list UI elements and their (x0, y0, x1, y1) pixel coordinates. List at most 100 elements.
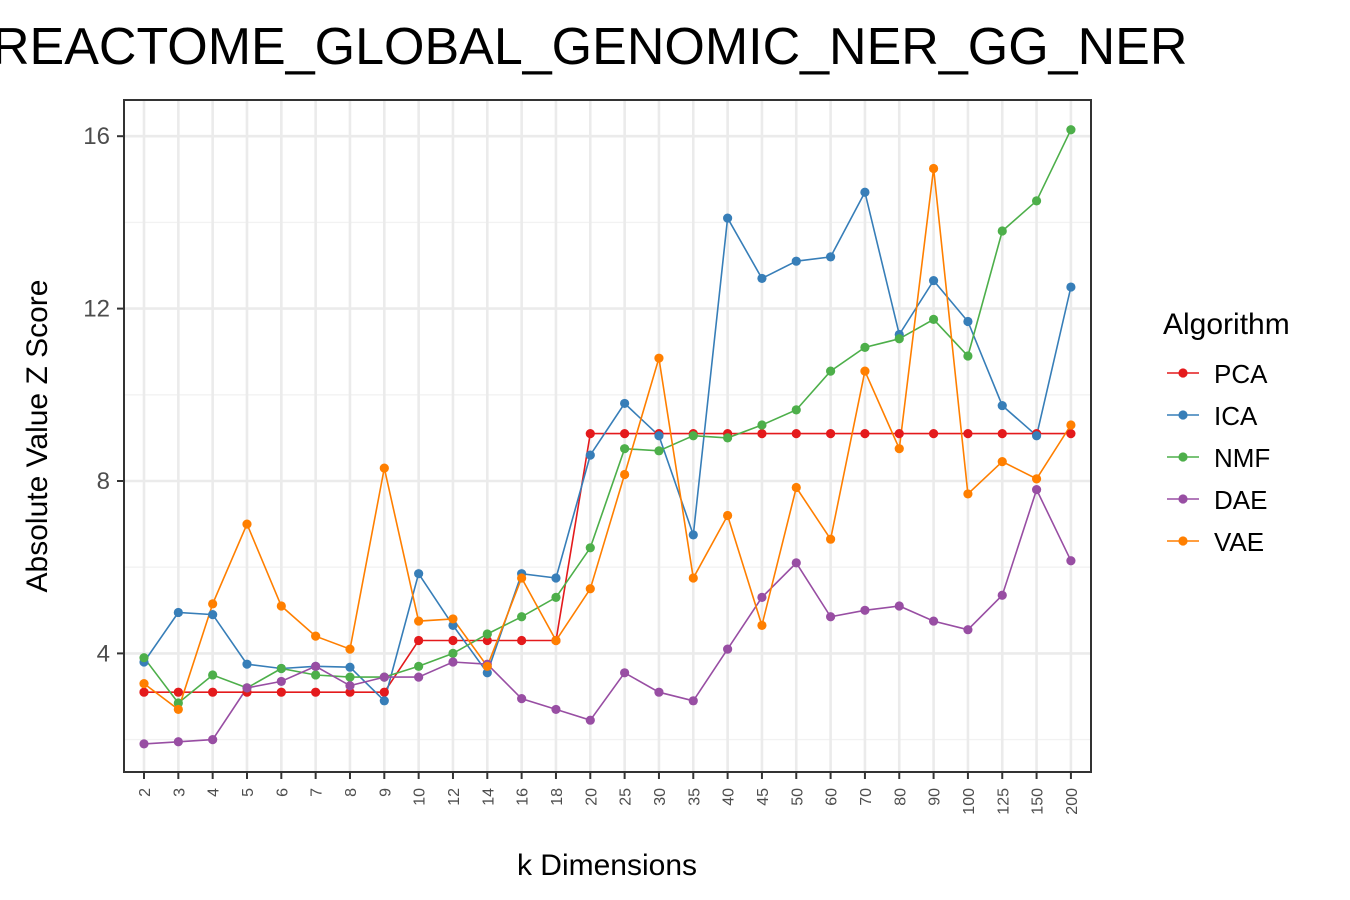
data-point-pca (173, 687, 183, 697)
data-point-dae (345, 681, 355, 691)
x-tick-label: 12 (446, 788, 463, 806)
data-point-nmf (860, 342, 870, 352)
x-tick-label: 125 (995, 788, 1012, 815)
x-tick-label: 7 (309, 788, 326, 797)
data-point-nmf (414, 661, 424, 671)
data-point-ica (997, 400, 1007, 411)
x-tick-label: 5 (240, 788, 257, 797)
data-point-vae (379, 463, 389, 473)
x-tick-label: 35 (686, 788, 703, 806)
data-point-pca (345, 687, 355, 697)
data-point-vae (482, 661, 492, 671)
data-point-ica (654, 431, 664, 441)
y-tick-label: 4 (97, 640, 110, 667)
x-tick-label: 14 (480, 788, 497, 806)
x-axis-title: k Dimensions (517, 849, 697, 882)
data-point-dae (242, 683, 252, 693)
data-point-vae (1031, 474, 1042, 484)
x-tick-label: 50 (789, 788, 806, 806)
data-point-ica (928, 275, 939, 286)
data-point-pca (517, 635, 527, 646)
x-tick-label: 200 (1064, 788, 1081, 815)
data-point-nmf (997, 226, 1007, 236)
data-point-dae (551, 704, 561, 715)
data-point-nmf (585, 543, 595, 553)
legend-label-nmf: NMF (1214, 443, 1270, 473)
data-point-nmf (345, 672, 355, 682)
data-point-vae (1066, 420, 1076, 430)
data-point-dae (311, 661, 321, 671)
data-point-ica (482, 668, 492, 678)
y-tick-label: 8 (97, 468, 110, 495)
data-point-nmf (654, 446, 664, 456)
data-point-pca (997, 428, 1007, 439)
data-point-vae (448, 614, 458, 624)
data-point-vae (517, 573, 527, 583)
data-point-vae (826, 534, 836, 544)
data-point-nmf (723, 433, 733, 443)
data-point-ica (620, 398, 630, 409)
x-tick-label: 6 (274, 788, 291, 797)
series-line-dae (143, 487, 1072, 745)
data-point-nmf (963, 351, 973, 361)
data-point-ica (757, 273, 767, 284)
series-line-vae (143, 168, 1072, 711)
data-point-vae (585, 584, 595, 594)
data-point-dae (448, 657, 458, 667)
data-point-vae (139, 678, 149, 689)
data-point-ica (688, 530, 698, 540)
data-point-dae (826, 612, 836, 622)
data-point-dae (928, 616, 939, 626)
panel-border (123, 99, 1092, 773)
y-axis-title: Absolute Value Z Score (21, 280, 54, 593)
data-point-nmf (551, 592, 561, 602)
data-point-ica (1066, 282, 1076, 292)
data-point-pca (448, 635, 458, 646)
data-point-pca (482, 635, 492, 646)
data-point-ica (173, 607, 183, 618)
series-line-nmf (143, 129, 1072, 705)
data-point-dae (517, 694, 527, 704)
data-point-dae (276, 676, 286, 687)
data-point-ica (1031, 431, 1042, 441)
data-point-pca (894, 428, 904, 439)
legend-key-point-nmf (1178, 452, 1188, 462)
x-tick-label: 20 (583, 788, 600, 806)
data-point-pca (620, 428, 630, 439)
data-point-ica (860, 187, 870, 197)
data-point-dae (963, 625, 973, 635)
x-tick-label: 150 (1030, 788, 1047, 815)
data-point-dae (757, 592, 767, 602)
legend-label-dae: DAE (1214, 485, 1267, 515)
data-point-dae (654, 687, 664, 697)
legend-key-point-pca (1178, 368, 1188, 378)
x-tick-label: 60 (824, 788, 841, 806)
legend-label-ica: ICA (1214, 401, 1258, 431)
x-tick-label: 10 (412, 788, 429, 806)
data-point-nmf (276, 663, 286, 674)
data-point-vae (276, 601, 286, 611)
legend: Algorithm PCA ICA NMF DAE VAE (1163, 308, 1290, 557)
data-point-pca (208, 687, 218, 697)
data-point-ica (448, 620, 458, 630)
data-point-dae (139, 739, 149, 749)
x-tick-label: 2 (137, 788, 154, 797)
data-point-nmf (620, 444, 630, 454)
x-tick-label: 45 (755, 788, 772, 806)
data-point-ica (585, 450, 595, 460)
data-point-dae (723, 644, 733, 654)
legend-key-point-dae (1178, 494, 1188, 504)
data-point-dae (791, 558, 801, 568)
data-point-dae (860, 605, 870, 615)
x-tick-label: 30 (652, 788, 669, 806)
legend-key-point-ica (1178, 410, 1188, 420)
data-point-ica (826, 252, 836, 262)
data-point-nmf (757, 420, 767, 430)
data-point-vae (345, 644, 355, 654)
legend-label-vae: VAE (1214, 527, 1264, 557)
data-point-dae (620, 668, 630, 678)
data-point-ica (379, 696, 389, 706)
x-tick-label: 25 (618, 788, 635, 806)
data-point-pca (826, 428, 836, 439)
